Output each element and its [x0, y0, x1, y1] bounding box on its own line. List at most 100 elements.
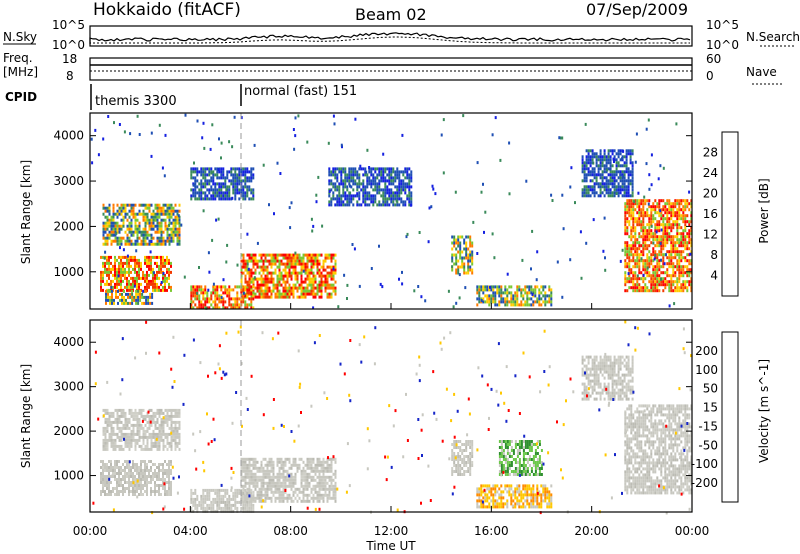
scatter-cell: [611, 185, 614, 189]
scatter-cell: [680, 256, 683, 260]
scatter-cell: [172, 212, 175, 216]
scatter-cell: [656, 286, 659, 290]
scatter-cell: [290, 463, 293, 467]
scatter-cell: [640, 257, 643, 261]
scatter-cell: [648, 232, 651, 236]
scatter-cell: [346, 283, 349, 287]
scatter-cell: [102, 270, 104, 274]
scatter-cell: [684, 259, 687, 263]
scatter-cell: [144, 478, 146, 481]
scatter-cell: [252, 253, 255, 257]
scatter-cell: [220, 285, 223, 289]
scatter-cell: [228, 291, 231, 295]
scatter-cell: [674, 286, 677, 290]
scatter-cell: [678, 256, 681, 260]
scatter-cell: [282, 274, 285, 278]
scatter-cell: [118, 206, 121, 210]
scatter-cell: [512, 300, 515, 304]
scatter-cell: [160, 463, 162, 466]
scatter-cell: [224, 300, 227, 304]
scatter-cell: [491, 133, 494, 137]
scatter-cell: [104, 463, 106, 466]
scatter-cell: [640, 286, 643, 290]
scatter-cell: [302, 487, 305, 491]
scatter-cell: [400, 179, 403, 183]
scatter-cell: [158, 472, 160, 475]
scatter-cell: [120, 224, 123, 228]
scatter-cell: [611, 170, 614, 174]
scatter-cell: [338, 182, 341, 186]
scatter-cell: [662, 223, 665, 227]
scatter-cell: [280, 484, 283, 488]
scatter-cell: [266, 481, 269, 485]
scatter-cell: [160, 209, 163, 213]
scatter-cell: [276, 161, 279, 165]
scatter-cell: [451, 265, 454, 269]
scatter-cell: [686, 244, 689, 248]
scatter-cell: [368, 179, 371, 183]
scatter-cell: [358, 194, 361, 198]
scatter-cell: [158, 432, 161, 436]
scatter-cell: [210, 197, 213, 201]
scatter-cell: [158, 411, 161, 415]
y-tick-label: 1000: [53, 265, 84, 279]
scatter-cell: [156, 270, 158, 274]
scatter-cell: [455, 256, 458, 260]
scatter-cell: [212, 285, 215, 289]
scatter-cell: [376, 173, 379, 177]
scatter-cell: [478, 294, 481, 298]
scatter-cell: [130, 270, 132, 274]
scatter-cell: [288, 206, 291, 210]
scatter-cell: [292, 499, 295, 503]
scatter-cell: [224, 197, 227, 201]
scatter-cell: [128, 417, 131, 421]
scatter-cell: [124, 435, 127, 439]
scatter-cell: [142, 408, 145, 412]
scatter-cell: [328, 286, 331, 290]
scatter-cell: [682, 220, 685, 224]
scatter-cell: [252, 197, 255, 201]
scatter-cell: [166, 255, 168, 259]
scatter-cell: [290, 466, 293, 470]
scatter-cell: [214, 194, 217, 198]
scatter-cell: [176, 435, 179, 439]
scatter-cell: [146, 438, 149, 442]
scatter-cell: [603, 194, 606, 198]
scatter-cell: [686, 286, 689, 290]
scatter-cell: [629, 149, 632, 153]
scatter-cell: [172, 227, 175, 231]
scatter-cell: [510, 297, 513, 301]
scatter-cell: [658, 259, 661, 263]
scatter-cell: [634, 250, 637, 254]
scatter-cell: [622, 174, 625, 178]
scatter-cell: [640, 220, 643, 224]
scatter-cell: [631, 191, 634, 195]
scatter-cell: [597, 182, 600, 186]
scatter-cell: [164, 261, 166, 265]
scatter-cell: [583, 167, 586, 171]
scatter-cell: [631, 170, 634, 174]
scatter-cell: [138, 429, 141, 433]
scatter-cell: [646, 289, 649, 293]
scatter-cell: [624, 271, 627, 275]
scatter-cell: [144, 239, 147, 243]
scatter-cell: [372, 173, 375, 177]
scatter-cell: [260, 466, 263, 470]
scatter-cell: [170, 420, 173, 424]
scatter-cell: [646, 199, 649, 203]
scatter-cell: [244, 277, 247, 281]
scatter-cell: [176, 408, 179, 412]
scatter-cell: [252, 191, 255, 195]
scatter-cell: [206, 167, 209, 171]
scatter-cell: [424, 299, 427, 303]
scatter-cell: [176, 212, 179, 216]
scatter-cell: [154, 487, 156, 490]
freq-label-1: Freq.: [3, 51, 33, 65]
scatter-cell: [583, 185, 586, 189]
scatter-cell: [156, 273, 158, 277]
scatter-cell: [621, 170, 624, 174]
scatter-cell: [544, 294, 547, 298]
scatter-cell: [678, 205, 681, 209]
scatter-cell: [156, 218, 159, 222]
